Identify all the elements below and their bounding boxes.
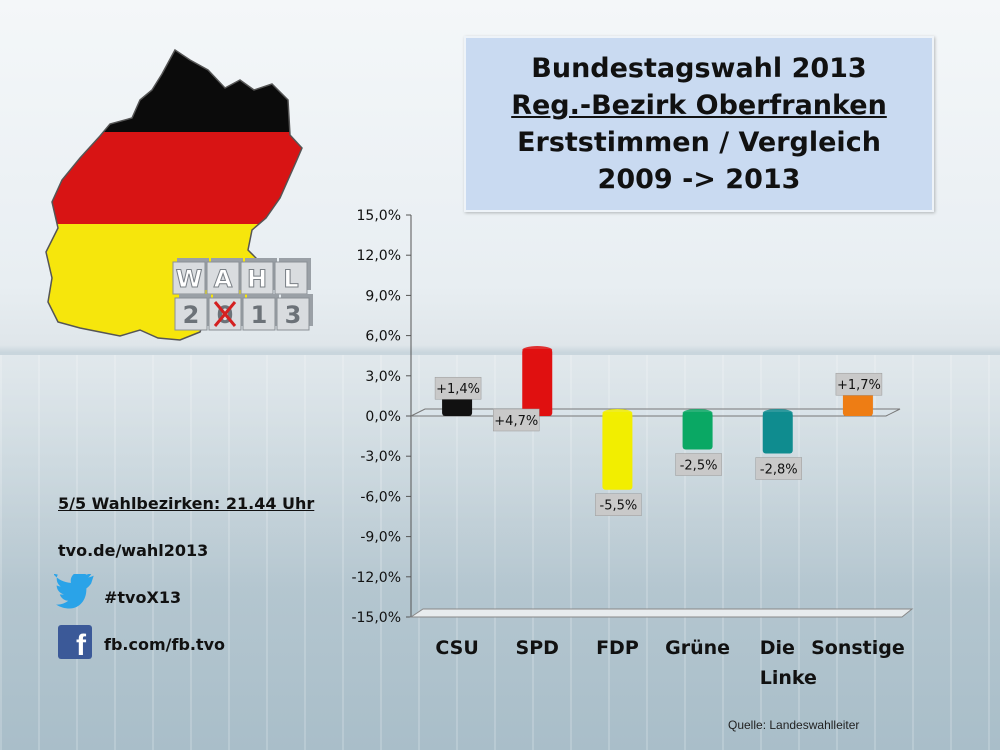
value-label: -2,8% [760,463,798,478]
ballot-cross-icon [213,301,237,327]
bar-cap [762,409,793,417]
value-label-box [755,457,802,480]
bar [762,412,793,454]
wahl-letter: W [176,265,202,293]
facebook-f-icon: f [58,625,92,662]
facebook-link[interactable]: fb.com/fb.tvo [104,635,226,654]
chart-floor [409,608,914,618]
wahl-letter: H [247,265,267,293]
wahl-letter: A [214,265,233,293]
value-label-box [493,408,540,432]
y-tick-label: -6,0% [360,489,401,505]
y-tick-label: 0,0% [365,409,401,425]
year-digit: 3 [285,301,302,329]
value-label-box [434,376,482,400]
source-note: Quelle: Landeswahlleiter [728,718,860,732]
category-label: CSU [435,637,478,659]
bar-3 [682,409,713,450]
y-tick-label: -9,0% [360,530,401,546]
title-line-2: Reg.-Bezirk Oberfranken [511,90,887,121]
bar-4 [762,409,793,454]
category-label: Die [760,637,795,659]
category-label: SPD [516,637,559,659]
category-label: FDP [596,637,639,659]
value-label: +1,7% [837,378,881,393]
value-label: +1,4% [436,382,480,397]
value-label-box [675,453,722,476]
y-tick-label: 6,0% [365,329,401,345]
y-tick-label: 12,0% [357,248,401,264]
title-box: Bundestagswahl 2013 Reg.-Bezirk Oberfran… [464,36,934,212]
wahl-2013-cubes: W A H L2 0 1 3 [172,258,313,331]
title-line-3: Erststimmen / Vergleich [517,127,881,158]
y-tick-label: -3,0% [360,449,401,465]
value-label: +4,7% [494,414,538,429]
bar-cap [522,346,553,355]
y-tick-label: -12,0% [351,570,401,586]
germany-map-logo: W A H L2 0 1 3 [45,48,313,341]
zero-plane [410,408,901,417]
y-tick-label: 3,0% [365,369,401,385]
value-label: -2,5% [680,459,718,474]
bar-cap [682,409,713,417]
value-label: -5,5% [600,499,638,514]
bar [682,412,713,450]
value-label-box [595,493,642,516]
bar [842,389,873,416]
title-line-1: Bundestagswahl 2013 [531,53,867,84]
category-label: Linke [760,667,817,689]
y-tick-label: 15,0% [357,208,401,224]
value-label-box [835,372,883,396]
website-text: tvo.de/wahl2013 [58,541,209,560]
bar [522,349,553,416]
bar-1 [522,346,553,416]
bar-cap [602,409,633,417]
title-line-4: 2009 -> 2013 [597,164,801,195]
bar [602,412,633,490]
y-tick-label: 9,0% [365,288,401,304]
year-digit: 2 [183,301,200,329]
twitter-bird-icon [54,574,94,609]
y-tick-label: -15,0% [351,610,401,626]
category-label: Grüne [665,637,730,659]
bar-2 [602,409,633,490]
category-label: Sonstige [811,637,905,659]
year-digit: 1 [251,301,268,329]
wahl-letter: L [283,265,298,293]
twitter-handle: #tvoX13 [104,588,182,607]
status-text: 5/5 Wahlbezirken: 21.44 Uhr [58,494,315,513]
